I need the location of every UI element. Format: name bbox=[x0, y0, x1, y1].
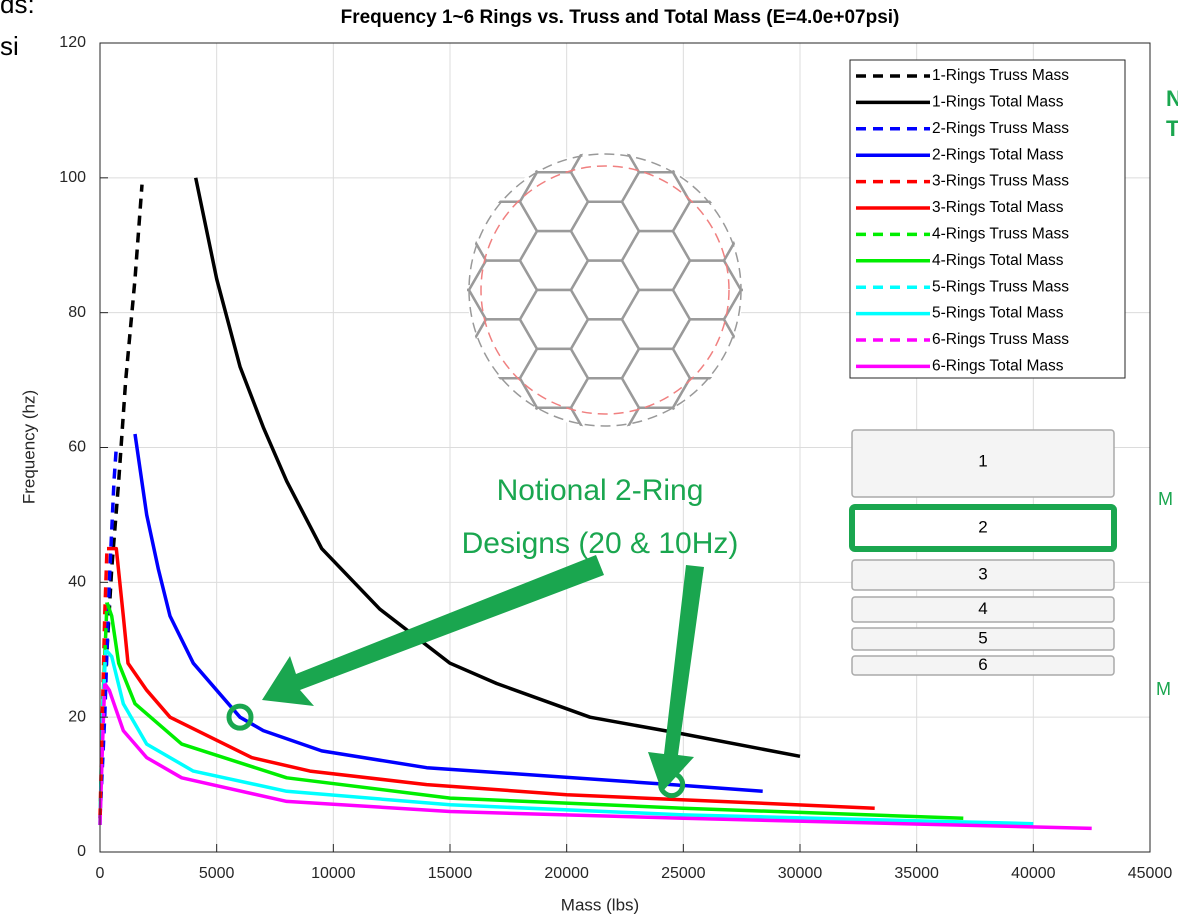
annotation: Designs (20 & 10Hz) bbox=[462, 527, 739, 560]
legend-label: 6-Rings Truss Mass bbox=[932, 331, 1069, 348]
y-tick-label: 40 bbox=[68, 574, 86, 591]
y-tick-label: 0 bbox=[77, 843, 86, 860]
x-tick-label: 35000 bbox=[894, 865, 939, 882]
side-text: si bbox=[0, 31, 19, 61]
y-tick-label: 60 bbox=[68, 439, 86, 456]
x-tick-label: 45000 bbox=[1128, 865, 1173, 882]
ring-button-label[interactable]: 5 bbox=[978, 628, 987, 647]
legend-label: 4-Rings Truss Mass bbox=[932, 225, 1069, 242]
ring-button-label[interactable]: 1 bbox=[978, 451, 987, 470]
side-text: M bbox=[1156, 679, 1171, 699]
legend-label: 5-Rings Truss Mass bbox=[932, 278, 1069, 295]
y-axis-label: Frequency (hz) bbox=[19, 390, 38, 504]
ring-button-label[interactable]: 6 bbox=[978, 655, 987, 674]
chart-title: Frequency 1~6 Rings vs. Truss and Total … bbox=[341, 7, 900, 28]
x-tick-label: 20000 bbox=[544, 865, 589, 882]
x-tick-label: 5000 bbox=[199, 865, 235, 882]
x-tick-label: 15000 bbox=[428, 865, 473, 882]
ring-button-label[interactable]: 4 bbox=[978, 599, 987, 618]
annotation: Notional 2-Ring bbox=[497, 474, 704, 507]
legend-label: 2-Rings Total Mass bbox=[932, 146, 1064, 163]
x-tick-label: 10000 bbox=[311, 865, 356, 882]
ring-button-label[interactable]: 2 bbox=[978, 517, 987, 536]
legend-label: 3-Rings Total Mass bbox=[932, 199, 1064, 216]
side-text: ds: bbox=[0, 0, 35, 19]
legend-label: 4-Rings Total Mass bbox=[932, 252, 1064, 269]
x-tick-label: 30000 bbox=[778, 865, 823, 882]
legend-label: 2-Rings Truss Mass bbox=[932, 120, 1069, 137]
legend-label: 3-Rings Truss Mass bbox=[932, 173, 1069, 190]
side-text: T bbox=[1166, 116, 1178, 141]
y-tick-label: 80 bbox=[68, 304, 86, 321]
y-tick-label: 100 bbox=[59, 169, 86, 186]
x-axis-label: Mass (lbs) bbox=[561, 895, 639, 914]
legend-label: 1-Rings Total Mass bbox=[932, 93, 1064, 110]
side-text: N bbox=[1166, 86, 1178, 111]
side-text: M bbox=[1158, 489, 1173, 509]
ring-button-label[interactable]: 3 bbox=[978, 564, 987, 583]
y-tick-label: 20 bbox=[68, 708, 86, 725]
legend-label: 5-Rings Total Mass bbox=[932, 305, 1064, 322]
x-tick-label: 0 bbox=[96, 865, 105, 882]
legend-label: 1-Rings Truss Mass bbox=[932, 67, 1069, 84]
x-tick-label: 25000 bbox=[661, 865, 706, 882]
x-tick-label: 40000 bbox=[1011, 865, 1056, 882]
y-tick-label: 120 bbox=[59, 34, 86, 51]
chart: Frequency 1~6 Rings vs. Truss and Total … bbox=[0, 0, 1178, 922]
legend-label: 6-Rings Total Mass bbox=[932, 357, 1064, 374]
